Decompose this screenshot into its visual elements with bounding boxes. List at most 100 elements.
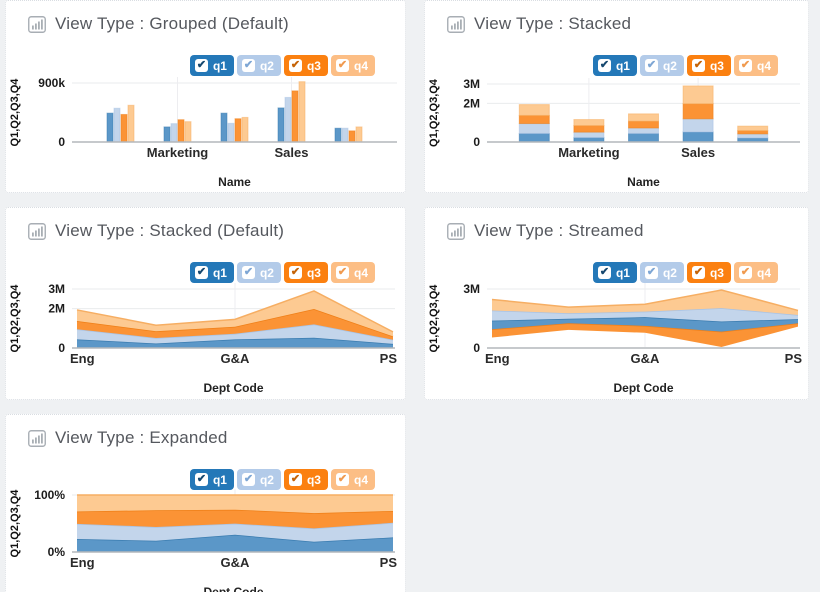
checkbox-checked-icon: ✔	[288, 473, 302, 486]
axis-text: 0	[473, 341, 480, 355]
legend-item-label: q2	[259, 472, 274, 487]
axis-text: Sales	[681, 145, 715, 160]
panel-grouped: 0 900k Marketing Sales Name Q1,Q2,Q3,Q4 View …	[5, 0, 406, 193]
axis-text: G&A	[631, 351, 661, 366]
panel-expanded: 0% 100% Eng G&A PS Dept Code Q1,Q2,Q3,Q4 View …	[5, 414, 406, 592]
axis-text: Q1,Q2,Q3,Q4	[428, 284, 440, 353]
axis-text: 100%	[34, 488, 65, 502]
legend-item-q4[interactable]: ✔ q4	[330, 55, 375, 76]
checkbox-checked-icon: ✔	[738, 59, 752, 72]
legend-item-q2[interactable]: ✔ q2	[236, 55, 281, 76]
bar-chart-icon	[28, 429, 46, 447]
checkbox-checked-icon: ✔	[194, 473, 208, 486]
axis-text: 3M	[463, 77, 480, 91]
axis-text: Marketing	[147, 145, 208, 160]
grouped-bar-chart[interactable]: 0 900k Marketing Sales Name Q1,Q2,Q3,Q4	[6, 1, 406, 193]
axis-text: 0	[58, 341, 65, 355]
axis-text: Dept Code	[204, 381, 264, 395]
legend-item-label: q1	[212, 265, 227, 280]
panel-title: View Type : Stacked	[474, 14, 632, 33]
legend-item-q1[interactable]: ✔ q1	[189, 55, 234, 76]
stacked-bar-chart[interactable]: 0 2M 3M Marketing Sales Name Q1,Q2,Q3,Q4	[425, 1, 809, 193]
legend-item-label: q3	[709, 58, 724, 73]
legend-item-label: q4	[353, 58, 368, 73]
bar-chart-icon	[447, 222, 465, 240]
axis-text: Name	[627, 175, 660, 189]
axis-text: 900k	[38, 76, 65, 90]
panel-streamed: 0 3M Eng G&A PS Dept Code Q1,Q2,Q3,Q4 View Typ…	[424, 207, 809, 400]
axis-text: Eng	[70, 555, 95, 570]
axis-text: G&A	[221, 555, 251, 570]
axis-text: G&A	[221, 351, 251, 366]
legend-item-q3[interactable]: ✔ q3	[283, 469, 328, 490]
legend-item-label: q3	[306, 472, 321, 487]
checkbox-checked-icon: ✔	[691, 266, 705, 279]
axis-text: PS	[785, 351, 803, 366]
checkbox-checked-icon: ✔	[288, 59, 302, 72]
legend-item-label: q1	[212, 472, 227, 487]
legend-item-q4[interactable]: ✔ q4	[330, 469, 375, 490]
panel-header: View Type : Streamed	[447, 221, 644, 241]
legend-item-label: q4	[353, 265, 368, 280]
axis-text: Name	[218, 175, 251, 189]
checkbox-checked-icon: ✔	[288, 266, 302, 279]
axis-text: Sales	[275, 145, 309, 160]
axis-text: Q1,Q2,Q3,Q4	[9, 284, 21, 353]
legend-expanded: ✔ q1 ✔ q2 ✔ q3 ✔ q4	[189, 469, 375, 490]
legend-item-q3[interactable]: ✔ q3	[283, 55, 328, 76]
legend-item-q4[interactable]: ✔ q4	[733, 262, 778, 283]
checkbox-checked-icon: ✔	[597, 266, 611, 279]
legend-item-q1[interactable]: ✔ q1	[189, 262, 234, 283]
legend-item-label: q3	[306, 58, 321, 73]
legend-item-q1[interactable]: ✔ q1	[189, 469, 234, 490]
legend-item-label: q4	[353, 472, 368, 487]
checkbox-checked-icon: ✔	[241, 473, 255, 486]
legend-streamed: ✔ q1 ✔ q2 ✔ q3 ✔ q4	[592, 262, 778, 283]
checkbox-checked-icon: ✔	[691, 59, 705, 72]
axis-text: Dept Code	[204, 585, 264, 592]
legend-grouped: ✔ q1 ✔ q2 ✔ q3 ✔ q4	[189, 55, 375, 76]
legend-item-q1[interactable]: ✔ q1	[592, 262, 637, 283]
axis-text: 2M	[48, 302, 65, 316]
checkbox-checked-icon: ✔	[241, 59, 255, 72]
axis-text: 0	[58, 135, 65, 149]
axis-text: 0	[473, 135, 480, 149]
legend-item-q2[interactable]: ✔ q2	[639, 262, 684, 283]
stream-chart[interactable]: 0 3M Eng G&A PS Dept Code Q1,Q2,Q3,Q4	[425, 208, 809, 400]
axis-text: Q1,Q2,Q3,Q4	[9, 78, 21, 147]
axis-text: 3M	[463, 282, 480, 296]
legend-stacked-bar: ✔ q1 ✔ q2 ✔ q3 ✔ q4	[592, 55, 778, 76]
expanded-area-chart[interactable]: 0% 100% Eng G&A PS Dept Code Q1,Q2,Q3,Q4	[6, 415, 406, 592]
checkbox-checked-icon: ✔	[194, 59, 208, 72]
legend-item-label: q2	[662, 58, 677, 73]
bar-chart-icon	[28, 15, 46, 33]
legend-item-q3[interactable]: ✔ q3	[686, 55, 731, 76]
checkbox-checked-icon: ✔	[644, 59, 658, 72]
legend-item-label: q2	[259, 58, 274, 73]
legend-item-label: q2	[662, 265, 677, 280]
legend-item-q2[interactable]: ✔ q2	[236, 262, 281, 283]
axis-text: 0%	[48, 545, 66, 559]
legend-item-q1[interactable]: ✔ q1	[592, 55, 637, 76]
legend-item-label: q4	[756, 265, 771, 280]
panel-header: View Type : Grouped (Default)	[28, 14, 289, 34]
legend-item-q3[interactable]: ✔ q3	[283, 262, 328, 283]
legend-item-q4[interactable]: ✔ q4	[330, 262, 375, 283]
axis-text: Marketing	[558, 145, 619, 160]
axis-text: Dept Code	[614, 381, 674, 395]
legend-item-q3[interactable]: ✔ q3	[686, 262, 731, 283]
checkbox-checked-icon: ✔	[335, 59, 349, 72]
panel-stacked-area: 0 2M 3M Eng G&A PS Dept Code Q1,Q2,Q3,Q4 View T…	[5, 207, 406, 400]
legend-item-q2[interactable]: ✔ q2	[236, 469, 281, 490]
panel-title: View Type : Grouped (Default)	[55, 14, 289, 33]
panel-header: View Type : Expanded	[28, 428, 228, 448]
axis-text: PS	[380, 351, 398, 366]
legend-item-q4[interactable]: ✔ q4	[733, 55, 778, 76]
legend-item-q2[interactable]: ✔ q2	[639, 55, 684, 76]
panel-title: View Type : Expanded	[55, 428, 228, 447]
panel-title: View Type : Stacked (Default)	[55, 221, 285, 240]
axis-text: PS	[380, 555, 398, 570]
panel-header: View Type : Stacked (Default)	[28, 221, 284, 241]
stacked-area-chart[interactable]: 0 2M 3M Eng G&A PS Dept Code Q1,Q2,Q3,Q4	[6, 208, 406, 400]
